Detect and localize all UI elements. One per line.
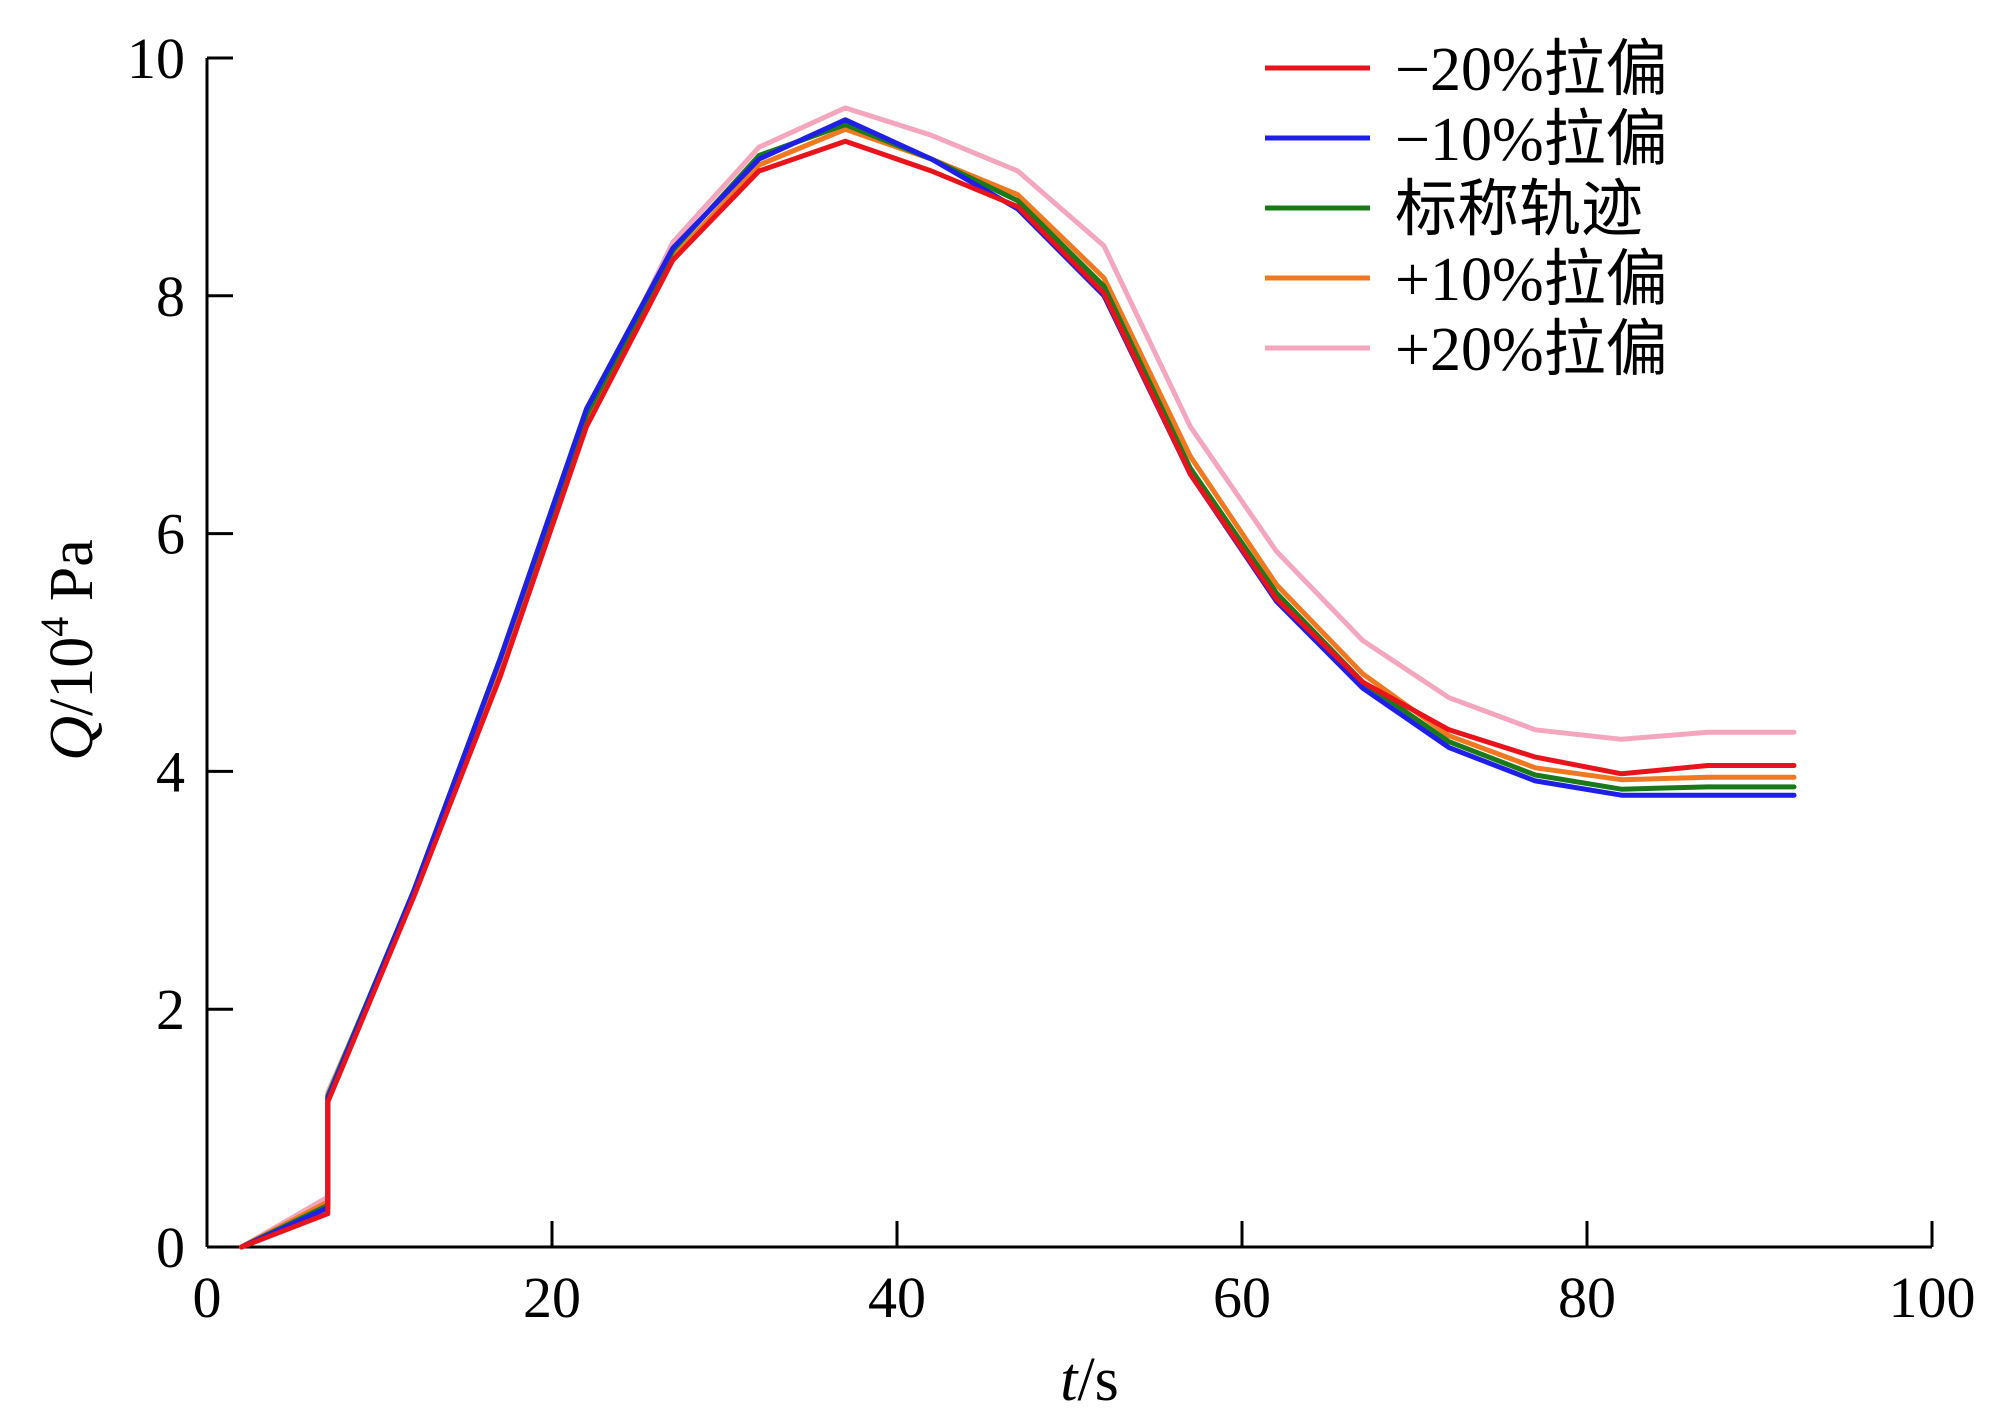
x-ticks: 0 20 40 60 80 100 [193,1221,1976,1330]
legend-label: +20%拉偏 [1395,316,1668,384]
legend-label: 标称轨迹 [1395,176,1643,244]
y-tick-label: 0 [156,1215,185,1280]
legend-item: −10%拉偏 [1265,106,1668,174]
x-tick-label: 100 [1889,1265,1976,1330]
legend-item: +20%拉偏 [1265,316,1668,384]
series-line [239,117,1797,1250]
x-axis-title-symbol: t [1060,1346,1079,1414]
x-tick-label: 40 [868,1265,926,1330]
y-tick-label: 10 [127,26,185,91]
y-axis-title-exponent: 4 [32,617,77,637]
x-axis-title: t/s [1060,1346,1119,1414]
y-axis-title: Q/104 Pa [32,539,106,761]
y-axis-title-unit: /10 [38,637,106,716]
legend-item: 标称轨迹 [1265,176,1643,244]
y-tick-label: 6 [156,502,185,567]
x-tick-label: 20 [523,1265,581,1330]
series-line [239,138,1797,1250]
axes [205,58,1932,1249]
y-tick-label: 4 [156,739,185,804]
y-axis-title-symbol: Q [38,716,106,761]
y-axis-title-unit-pa: Pa [38,539,106,617]
legend-label: −10%拉偏 [1395,106,1668,174]
y-tick-label: 2 [156,977,185,1042]
y-ticks: 0 2 4 6 8 10 [127,26,233,1280]
legend-item: −20%拉偏 [1265,36,1668,104]
x-tick-label: 0 [193,1265,222,1330]
x-tick-label: 80 [1558,1265,1616,1330]
legend-label: −20%拉偏 [1395,36,1668,104]
y-tick-label: 8 [156,264,185,329]
x-tick-label: 60 [1213,1265,1271,1330]
legend-item: +10%拉偏 [1265,246,1668,314]
series-group [239,105,1797,1250]
x-axis-title-unit: /s [1077,1346,1118,1414]
legend-label: +10%拉偏 [1395,246,1668,314]
